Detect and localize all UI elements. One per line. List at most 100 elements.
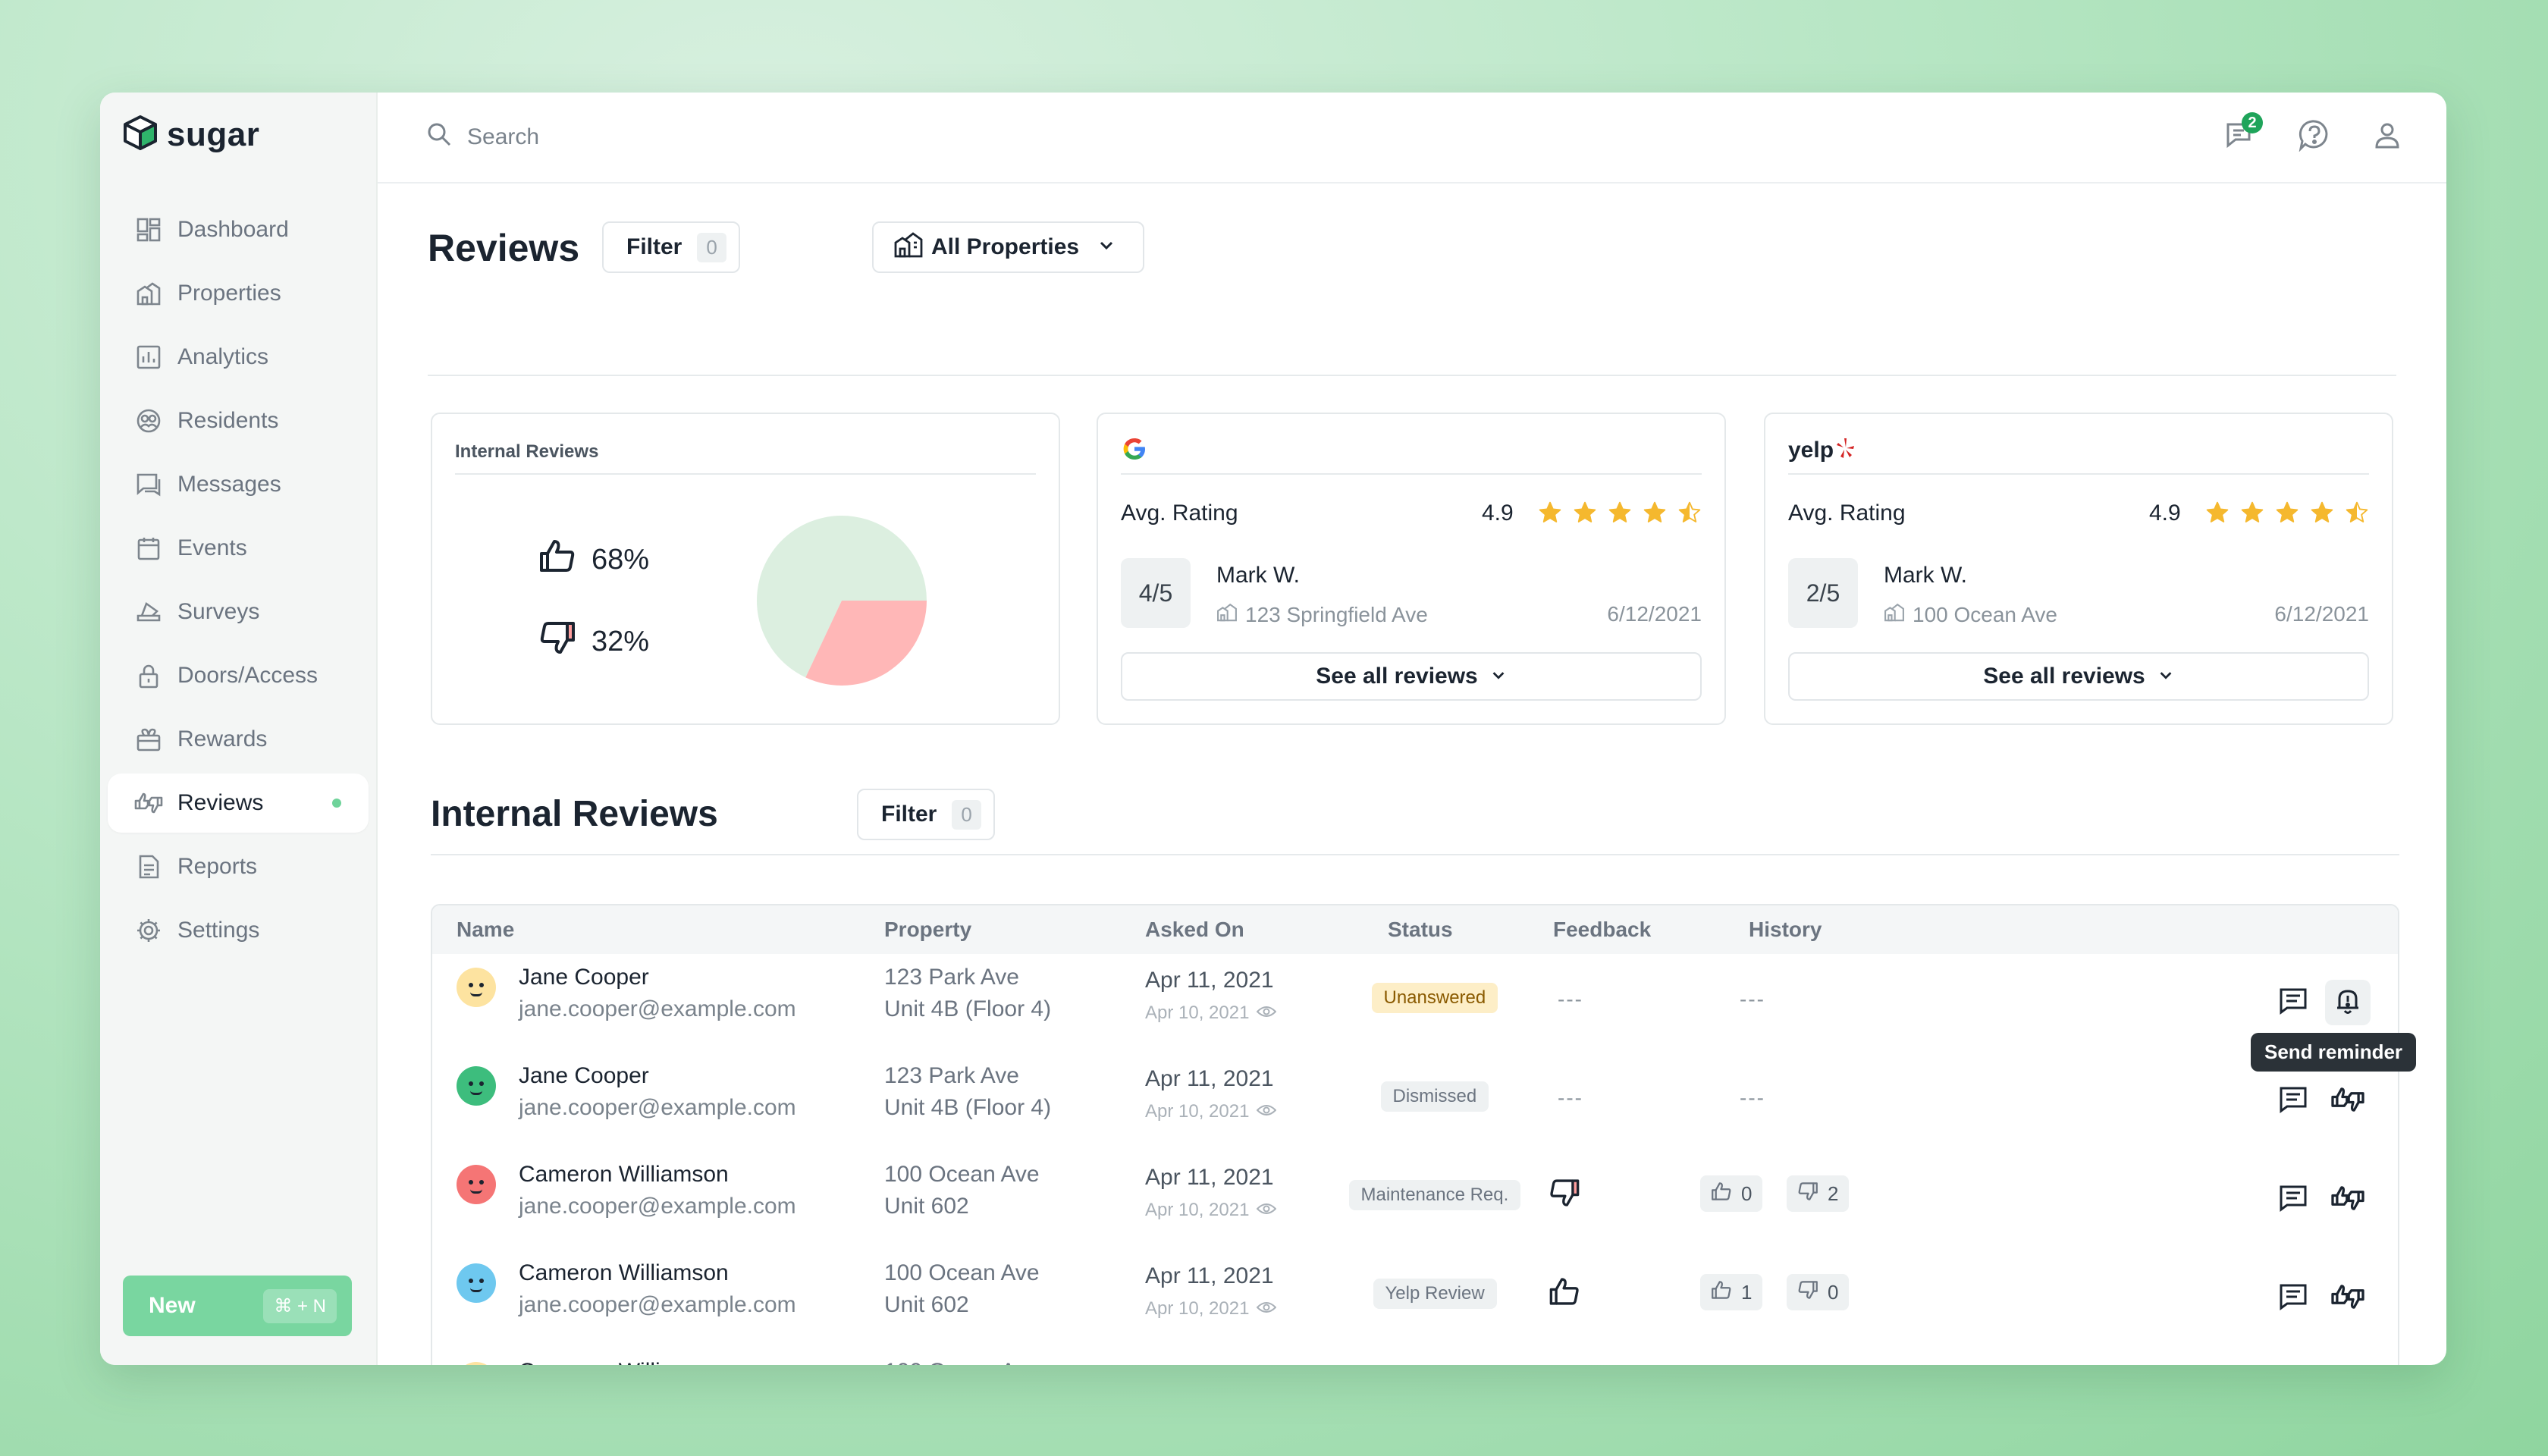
eye-icon — [1257, 1101, 1277, 1122]
negative-stat: 32% — [538, 620, 649, 663]
resident-name[interactable]: Cameron Williamson — [519, 1162, 729, 1187]
avatar — [457, 1066, 496, 1106]
star-rating — [1538, 500, 1702, 525]
sidebar-item-label: Events — [177, 535, 247, 560]
reviewer-address: 100 Ocean Ave — [1884, 602, 2057, 627]
sidebar-item-label: Dashboard — [177, 217, 289, 242]
search-placeholder: Search — [467, 124, 540, 149]
sidebar-item-doors-access[interactable]: Doors/Access — [108, 646, 369, 705]
chevron-down-icon — [1490, 664, 1507, 689]
column-header-name: Name — [457, 918, 515, 941]
review-date: 6/12/2021 — [2274, 602, 2369, 626]
notifications-button[interactable]: 2 — [2220, 112, 2263, 158]
history-empty: --- — [1740, 1086, 1765, 1109]
property-address: 100 Ocean Ave — [884, 1260, 1040, 1285]
sidebar-item-properties[interactable]: Properties — [108, 264, 369, 323]
see-all-reviews-button[interactable]: See all reviews — [1121, 652, 1702, 701]
chat-icon — [2278, 1184, 2308, 1216]
asked-on-date: Apr 11, 2021 — [1145, 968, 1274, 993]
sidebar-item-surveys[interactable]: Surveys — [108, 582, 369, 642]
new-button[interactable]: New ⌘ + N — [123, 1276, 352, 1336]
sidebar-nav: Dashboard Properties Analytics Residents… — [108, 200, 369, 965]
sidebar-item-analytics[interactable]: Analytics — [108, 328, 369, 387]
filter-count: 0 — [697, 232, 726, 262]
filter-label: Filter — [626, 234, 682, 259]
resident-name[interactable]: Cameron Williamson — [519, 1359, 729, 1365]
filter-count: 0 — [952, 799, 981, 830]
send-reminder-button[interactable] — [2325, 980, 2371, 1025]
help-icon — [2298, 118, 2331, 155]
positive-percent: 68% — [592, 543, 650, 576]
sidebar-item-settings[interactable]: Settings — [108, 901, 369, 960]
google-reviews-card: Avg. Rating 4.9 4/5 Mark W. 123 Springfi… — [1097, 413, 1726, 725]
building-icon — [1216, 602, 1238, 627]
active-indicator-dot — [332, 799, 341, 808]
sidebar-item-reports[interactable]: Reports — [108, 837, 369, 896]
request-review-button[interactable] — [2325, 1276, 2371, 1321]
sidebar-item-label: Settings — [177, 918, 260, 943]
resident-name[interactable]: Jane Cooper — [519, 965, 649, 990]
sidebar-item-label: Reports — [177, 854, 258, 879]
negative-percent: 32% — [592, 625, 650, 657]
message-button[interactable] — [2270, 1276, 2316, 1321]
star-icon — [1539, 501, 1561, 522]
card-title: Internal Reviews — [455, 441, 599, 462]
sidebar-item-rewards[interactable]: Rewards — [108, 710, 369, 769]
card-header — [1121, 431, 1702, 475]
sidebar-item-reviews[interactable]: Reviews — [108, 774, 369, 833]
review-rating: 2/5 — [1788, 558, 1858, 628]
table-row[interactable]: Cameron Williamsonjane.cooper@example.co… — [432, 1348, 2398, 1365]
status-badge: Maintenance Req. — [1348, 1180, 1521, 1210]
page-title: Reviews — [428, 227, 580, 269]
sugar-logo-icon — [121, 114, 159, 155]
filter-button[interactable]: Filter 0 — [602, 221, 740, 273]
card-header: Internal Reviews — [455, 431, 1036, 475]
see-all-reviews-button[interactable]: See all reviews — [1788, 652, 2369, 701]
building-icon — [893, 231, 924, 264]
avatar — [457, 1165, 496, 1204]
chat-icon — [2278, 1085, 2308, 1118]
history-upvotes-count: 0 — [1741, 1181, 1753, 1205]
calendar-icon — [133, 533, 164, 563]
help-button[interactable] — [2293, 115, 2336, 158]
sidebar-item-label: Rewards — [177, 726, 268, 752]
reviewer-address-text: 123 Springfield Ave — [1245, 602, 1428, 626]
table-row[interactable]: Jane Cooper jane.cooper@example.com 123 Pa… — [432, 954, 2398, 1053]
star-icon — [2241, 501, 2264, 522]
chevron-down-icon — [2157, 664, 2174, 689]
property-address: 123 Park Ave — [884, 1063, 1019, 1088]
request-review-button[interactable] — [2325, 1078, 2371, 1124]
star-icon — [2276, 501, 2299, 522]
message-button[interactable] — [2270, 1177, 2316, 1222]
asked-on-seen: Apr 10, 2021 — [1145, 1003, 1277, 1024]
resident-name[interactable]: Cameron Williamson — [519, 1260, 729, 1285]
sentiment-pie-chart — [757, 516, 927, 686]
sidebar-item-messages[interactable]: Messages — [108, 455, 369, 514]
thumbs-up-icon — [538, 538, 576, 581]
profile-button[interactable] — [2366, 115, 2408, 158]
logo[interactable]: sugar — [121, 114, 259, 155]
sidebar-item-events[interactable]: Events — [108, 519, 369, 578]
property-unit: Unit 4B (Floor 4) — [884, 1095, 1052, 1120]
see-all-label: See all reviews — [1316, 664, 1478, 689]
user-icon — [2372, 120, 2402, 154]
thumbs-up-icon — [1711, 1181, 1732, 1207]
sidebar-item-dashboard[interactable]: Dashboard — [108, 200, 369, 259]
table-header: Name Property Asked On Status Feedback H… — [432, 905, 2398, 954]
message-button[interactable] — [2270, 980, 2316, 1025]
pie-slice-negative — [805, 601, 927, 686]
property-select[interactable]: All Properties — [872, 221, 1145, 273]
building-icon — [1884, 602, 1905, 627]
request-review-button[interactable] — [2325, 1177, 2371, 1222]
avg-rating-label: Avg. Rating — [1788, 500, 1906, 526]
table-row[interactable]: Jane Cooper jane.cooper@example.com 123 Pa… — [432, 1053, 2398, 1151]
asked-on-date: Apr 11, 2021 — [1145, 1165, 1274, 1190]
message-button[interactable] — [2270, 1078, 2316, 1124]
property-address: 100 Ocean Ave — [884, 1162, 1040, 1187]
internal-filter-button[interactable]: Filter 0 — [857, 789, 995, 840]
resident-name[interactable]: Jane Cooper — [519, 1063, 649, 1088]
search-input[interactable]: Search — [426, 121, 539, 153]
sidebar-item-residents[interactable]: Residents — [108, 391, 369, 450]
